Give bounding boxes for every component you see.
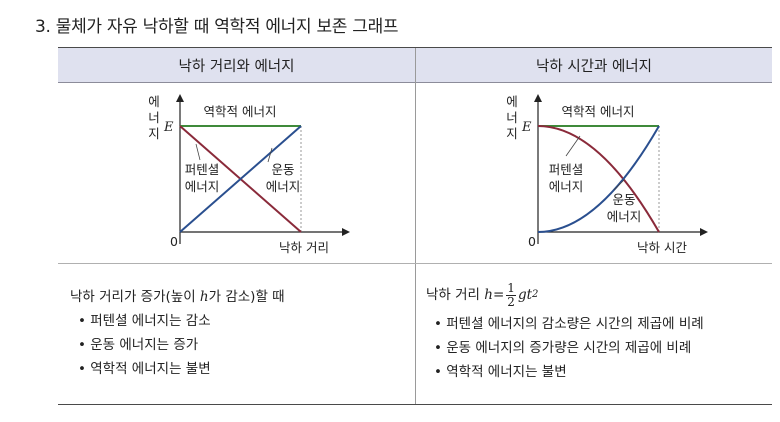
- comparison-table: 낙하 거리와 에너지 낙하 시간과 에너지: [58, 47, 772, 405]
- distance-bullet: • 운동 에너지는 증가: [78, 337, 199, 353]
- x-axis-arrow: [342, 228, 350, 236]
- e-label: E: [163, 120, 174, 135]
- e-label: E: [521, 120, 532, 135]
- potential-label-2: 에너지: [549, 179, 584, 194]
- x-label: 낙하 시간: [637, 240, 687, 255]
- kinetic-leader: [267, 147, 273, 163]
- potential-leader: [195, 143, 201, 161]
- time-bullet: • 운동 에너지의 증가량은 시간의 제곱에 비례: [434, 340, 692, 356]
- distance-energy-graph: 에 너 지 E 역학적 에너지 퍼텐셜 에너지 운동 에너지 0 낙하 거리: [148, 94, 350, 255]
- distance-intro: 낙하 거리가 증가(높이 h가 감소)할 때: [70, 289, 285, 305]
- kinetic-energy-line: [179, 125, 302, 233]
- x-axis-arrow: [700, 228, 708, 236]
- distance-bullet: • 역학적 에너지는 불변: [78, 361, 211, 377]
- distance-bullet: • 퍼텐셜 에너지는 감소: [78, 313, 211, 329]
- kinetic-label-2: 에너지: [607, 209, 642, 224]
- time-energy-graph: 에 너 지 E 역학적 에너지 퍼텐셜 에너지 운동 에너지 0 낙하 시간: [506, 94, 708, 255]
- potential-label-1: 퍼텐셜: [185, 162, 220, 177]
- distance-explanation: 낙하 거리가 증가(높이 h가 감소)할 때 • 퍼텐셜 에너지는 감소 • 운…: [70, 285, 285, 381]
- kinetic-leader: [613, 179, 625, 191]
- page-title: 3. 물체가 자유 낙하할 때 역학적 에너지 보존 그래프: [35, 17, 399, 37]
- y-axis-arrow: [176, 94, 184, 102]
- row-divider: [58, 263, 772, 264]
- potential-leader: [565, 135, 581, 157]
- time-explanation: 낙하 거리 h = 1 2 gt 2 • 퍼텐셜 에너지의 감소량은 시간의 제곱에 비례…: [426, 278, 704, 384]
- potential-label-2: 에너지: [185, 179, 220, 194]
- y-axis-arrow: [534, 94, 542, 102]
- kinetic-label-1: 운동: [271, 162, 294, 177]
- kinetic-label-2: 에너지: [266, 179, 301, 194]
- y-label-2: 너: [506, 110, 518, 125]
- potential-label-1: 퍼텐셜: [549, 162, 584, 177]
- time-bullet: • 역학적 에너지는 불변: [434, 364, 567, 380]
- kinetic-energy-curve: [537, 125, 660, 233]
- y-label-1: 에: [506, 94, 518, 109]
- time-bullet: • 퍼텐셜 에너지의 감소량은 시간의 제곱에 비례: [434, 316, 704, 332]
- kinetic-label-1: 운동: [612, 192, 635, 207]
- y-label-1: 에: [148, 94, 160, 109]
- height-symbol: h: [199, 289, 209, 305]
- column-header-distance: 낙하 거리와 에너지: [58, 48, 415, 83]
- origin-label: 0: [170, 234, 178, 249]
- y-label-3: 지: [506, 126, 518, 141]
- x-label: 낙하 거리: [279, 240, 329, 255]
- y-label-2: 너: [148, 110, 160, 125]
- origin-label: 0: [528, 234, 536, 249]
- potential-energy-curve: [537, 125, 660, 233]
- column-divider: [415, 48, 416, 404]
- column-header-time: 낙하 시간과 에너지: [416, 48, 772, 83]
- mechanical-label: 역학적 에너지: [204, 104, 277, 119]
- mechanical-label: 역학적 에너지: [562, 104, 635, 119]
- y-label-3: 지: [148, 126, 160, 141]
- fall-distance-formula: 낙하 거리 h = 1 2 gt 2: [426, 280, 539, 309]
